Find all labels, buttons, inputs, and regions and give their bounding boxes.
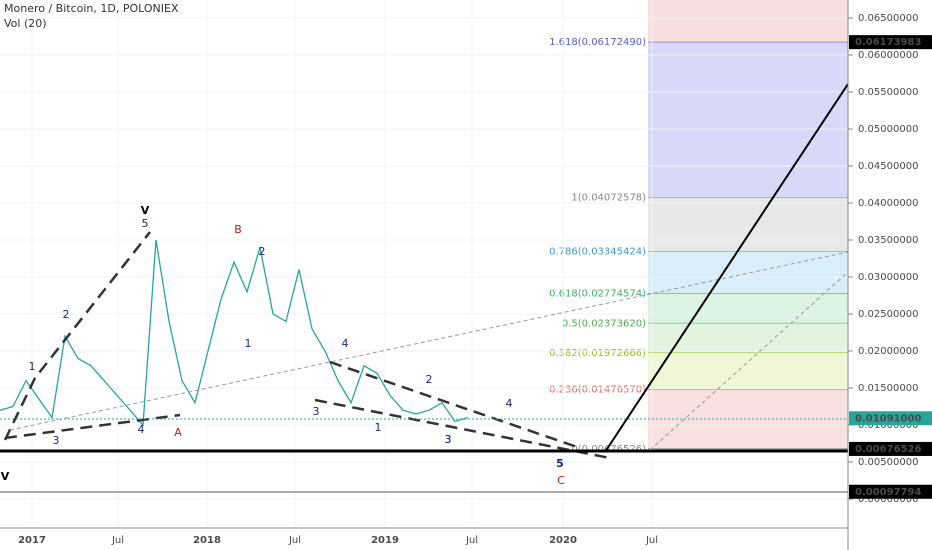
- wave-label: V: [1, 470, 10, 483]
- fib-label: 0.382(0.01972666): [549, 348, 646, 359]
- wave-label: A: [174, 426, 182, 439]
- price-line: [0, 239, 469, 427]
- x-tick-label: Jul: [465, 535, 478, 546]
- fib-zone: [648, 0, 848, 43]
- y-tick-label: 0.05000000: [858, 124, 918, 135]
- fib-label: 0.618(0.02774574): [549, 289, 646, 300]
- y-tick-label: 0.01000000: [858, 420, 918, 431]
- chart-title: Monero / Bitcoin, 1D, POLONIEX: [4, 2, 179, 15]
- wave-label: 3: [53, 434, 60, 447]
- trendline: [4, 413, 181, 440]
- y-tick-label: 0.00000000: [858, 494, 918, 505]
- price-tag: [849, 484, 932, 499]
- wave-label: 5: [556, 457, 564, 470]
- fib-label: 0.5(0.02373620): [562, 318, 646, 329]
- wave-label: 3: [313, 405, 320, 418]
- x-tick-label: 2017: [18, 535, 46, 546]
- grid: [0, 0, 848, 528]
- fib-zone: [648, 353, 848, 390]
- price-tag-label: 0.01091000: [855, 413, 921, 424]
- wave-label: 2: [63, 308, 70, 321]
- fib-zone: [648, 293, 848, 324]
- x-tick-label: Jul: [111, 535, 124, 546]
- fib-label: 0.236(0.01476570): [549, 385, 646, 396]
- y-tick-label: 0.01500000: [858, 383, 918, 394]
- wave-label: C: [557, 474, 565, 487]
- fib-label: 0(0.00676526): [571, 444, 646, 455]
- wave-label: 4: [342, 337, 349, 350]
- fib-zone: [648, 197, 848, 252]
- y-tick-label: 0.02500000: [858, 309, 918, 320]
- price: [0, 239, 469, 427]
- price-tag-label: 0.06173983: [855, 37, 921, 48]
- wave-label: 5: [142, 217, 149, 230]
- y-tick-label: 0.03000000: [858, 272, 918, 283]
- y-tick-label: 0.05500000: [858, 87, 918, 98]
- wave-label: 4: [506, 397, 513, 410]
- trendline: [329, 360, 581, 450]
- wave-label: 2: [426, 373, 433, 386]
- trendline: [649, 271, 849, 451]
- y-tick-label: 0.06000000: [858, 50, 918, 61]
- price-tag: [849, 441, 932, 456]
- price-tag-label: 0.00676526: [855, 444, 921, 455]
- fib-zone: 1.618(0.06172490) 1(0.04072578) 0.786(0.03…: [549, 0, 848, 455]
- wave-label: 1: [375, 421, 382, 434]
- price-tag: [849, 35, 932, 50]
- fib-zone: [648, 251, 848, 294]
- projection-line: [604, 83, 849, 453]
- wave-label: 4: [138, 423, 145, 436]
- fib-zone: [648, 42, 848, 198]
- y-tick-label: 0.06500000: [858, 13, 918, 24]
- x-tick-label: Jul: [645, 535, 658, 546]
- price-tag-label: 0.00097794: [855, 487, 921, 498]
- wave-label: 1: [245, 337, 252, 350]
- x-tick-label: 2018: [193, 535, 221, 546]
- wave-label: 3: [445, 433, 452, 446]
- wave-label: 3: [445, 433, 452, 446]
- fib-label: 1(0.04072578): [571, 193, 646, 204]
- axes: 0.06500000 0.06000000 0.05500000 0.05000000…: [18, 13, 932, 546]
- y-tick-label: 0.00500000: [858, 457, 918, 468]
- x-tick-label: 2019: [371, 535, 399, 546]
- wave-label: B: [234, 223, 242, 236]
- trendlines: [3, 231, 611, 460]
- y-tick-label: 0.03500000: [858, 235, 918, 246]
- trendline: [3, 231, 151, 441]
- fib-label: 0.786(0.03345424): [549, 246, 646, 257]
- y-tick-label: 0.04500000: [858, 161, 918, 172]
- price-tag: [849, 411, 932, 426]
- trendline: [314, 398, 611, 460]
- fib-label: 1.618(0.06172490): [549, 37, 646, 48]
- fib-zone: [648, 323, 848, 354]
- x-tick-label: Jul: [288, 535, 301, 546]
- wave-label: 2: [259, 245, 266, 258]
- y-tick-label: 0.04000000: [858, 198, 918, 209]
- wave-labels: V 5 1 2 3 4 A B 2 1 3 4 1 3 2 3 4 5 C V: [1, 204, 565, 487]
- x-tick-label: 2020: [549, 535, 577, 546]
- wave-label: V: [141, 204, 150, 217]
- trendline: [9, 251, 849, 431]
- y-tick-label: 0.02000000: [858, 346, 918, 357]
- indicator-label: Vol (20): [4, 17, 47, 30]
- wave-label: 1: [29, 360, 36, 373]
